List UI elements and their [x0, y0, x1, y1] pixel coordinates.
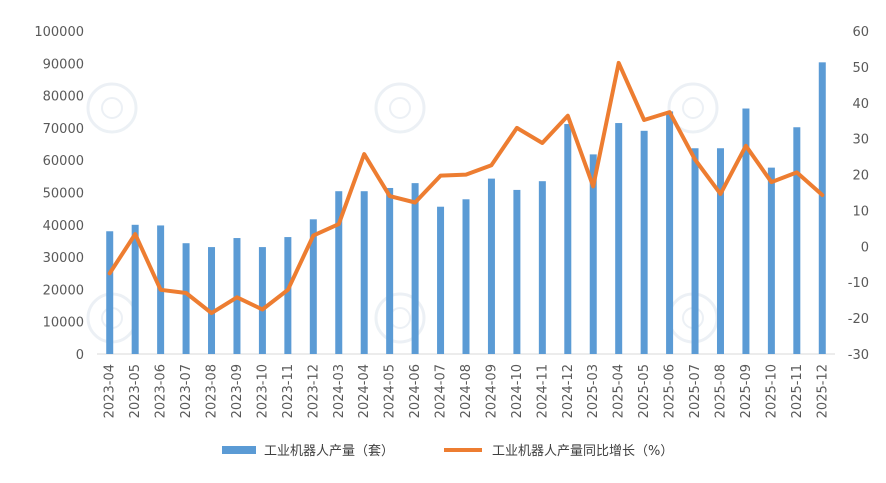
left-tick-label: 40000	[43, 219, 84, 234]
right-tick-label: 20	[852, 169, 869, 184]
right-tick-label: 50	[852, 61, 869, 76]
left-tick-label: 0	[76, 348, 84, 363]
x-tick-label: 2025-04	[612, 364, 627, 418]
bar	[793, 127, 801, 354]
legend: 工业机器人产量（套） 工业机器人产量同比增长（%）	[222, 443, 673, 459]
bar	[513, 189, 521, 354]
bar	[691, 148, 699, 354]
bar	[284, 237, 292, 354]
bar	[258, 247, 266, 354]
bar	[208, 247, 216, 354]
right-tick-label: 10	[852, 204, 869, 219]
watermark-logo-inner	[389, 97, 411, 119]
x-tick-label: 2023-11	[281, 364, 296, 418]
right-tick-label: 40	[852, 97, 869, 112]
x-tick-label: 2023-07	[179, 364, 194, 418]
right-axis: -30 -20 -10 0 10 20 30 40 50 60	[848, 25, 869, 363]
x-tick-label: 2023-06	[154, 364, 169, 418]
x-tick-label: 2025-07	[688, 364, 703, 418]
left-tick-label: 60000	[43, 154, 84, 169]
watermark-logo-inner	[682, 97, 704, 119]
x-axis: 2023-04 2023-05 2023-06 2023-07 2023-08 2023-…	[103, 364, 831, 418]
watermark-logo	[374, 82, 426, 134]
right-tick-label: 60	[852, 25, 869, 40]
bar	[818, 62, 826, 355]
left-tick-label: 20000	[43, 283, 84, 298]
x-tick-label: 2024-03	[332, 364, 347, 418]
left-tick-label: 50000	[43, 187, 84, 202]
x-tick-label: 2025-10	[764, 364, 779, 418]
x-tick-label: 2024-09	[484, 364, 499, 418]
x-tick-label: 2024-11	[535, 364, 550, 418]
bar	[360, 191, 368, 354]
bar	[462, 199, 470, 354]
x-tick-label: 2024-06	[408, 364, 423, 418]
left-tick-label: 80000	[43, 90, 84, 105]
left-tick-label: 10000	[43, 316, 84, 331]
x-tick-label: 2024-08	[459, 364, 474, 418]
right-tick-label: -20	[848, 312, 869, 327]
x-tick-label: 2023-04	[103, 364, 118, 418]
x-tick-label: 2023-10	[255, 364, 270, 418]
left-tick-label: 90000	[43, 57, 84, 72]
bar	[106, 231, 114, 354]
bar	[182, 243, 190, 354]
x-tick-label: 2025-03	[586, 364, 601, 418]
x-tick-label: 2025-11	[790, 364, 805, 418]
bar	[742, 108, 750, 355]
x-tick-label: 2024-07	[434, 364, 449, 418]
bar	[538, 181, 546, 354]
x-tick-label: 2024-12	[561, 364, 576, 418]
bar	[640, 130, 648, 354]
right-tick-label: -10	[848, 276, 869, 291]
x-tick-label: 2025-05	[637, 364, 652, 418]
x-tick-label: 2024-10	[510, 364, 525, 418]
right-tick-label: 0	[861, 240, 869, 255]
legend-bar-label: 工业机器人产量（套）	[264, 443, 394, 459]
bar	[131, 224, 139, 354]
bar	[437, 206, 445, 354]
watermark-logo	[86, 82, 138, 134]
left-tick-label: 100000	[34, 25, 84, 40]
left-axis: 0 10000 20000 30000 40000 50000 60000 70000 8000…	[34, 25, 84, 363]
watermark-logo	[667, 82, 719, 134]
bar	[487, 178, 495, 354]
bar	[666, 111, 674, 354]
x-tick-label: 2025-06	[663, 364, 678, 418]
bar	[767, 167, 775, 354]
legend-line-label: 工业机器人产量同比增长（%）	[492, 444, 673, 459]
x-tick-label: 2023-08	[205, 364, 220, 418]
legend-bar-swatch	[222, 446, 256, 454]
x-tick-label: 2025-09	[739, 364, 754, 418]
right-tick-label: -30	[848, 348, 869, 363]
x-tick-label: 2024-04	[357, 364, 372, 418]
bar	[386, 187, 394, 354]
bar	[335, 191, 343, 354]
watermark-logo-inner	[101, 97, 123, 119]
left-tick-label: 70000	[43, 122, 84, 137]
x-tick-label: 2025-08	[713, 364, 728, 418]
bar	[309, 219, 317, 354]
line-series	[107, 60, 825, 316]
bar	[564, 124, 572, 354]
bar	[411, 183, 419, 354]
right-tick-label: 30	[852, 133, 869, 148]
x-tick-label: 2023-12	[306, 364, 321, 418]
x-tick-label: 2025-12	[815, 364, 830, 418]
bar	[716, 148, 724, 354]
x-tick-label: 2024-05	[383, 364, 398, 418]
left-tick-label: 30000	[43, 251, 84, 266]
x-tick-label: 2023-09	[230, 364, 245, 418]
x-tick-label: 2023-05	[128, 364, 143, 418]
bar	[615, 123, 623, 355]
watermarks	[86, 82, 719, 344]
watermark-logo	[374, 292, 426, 344]
bar	[589, 154, 597, 354]
